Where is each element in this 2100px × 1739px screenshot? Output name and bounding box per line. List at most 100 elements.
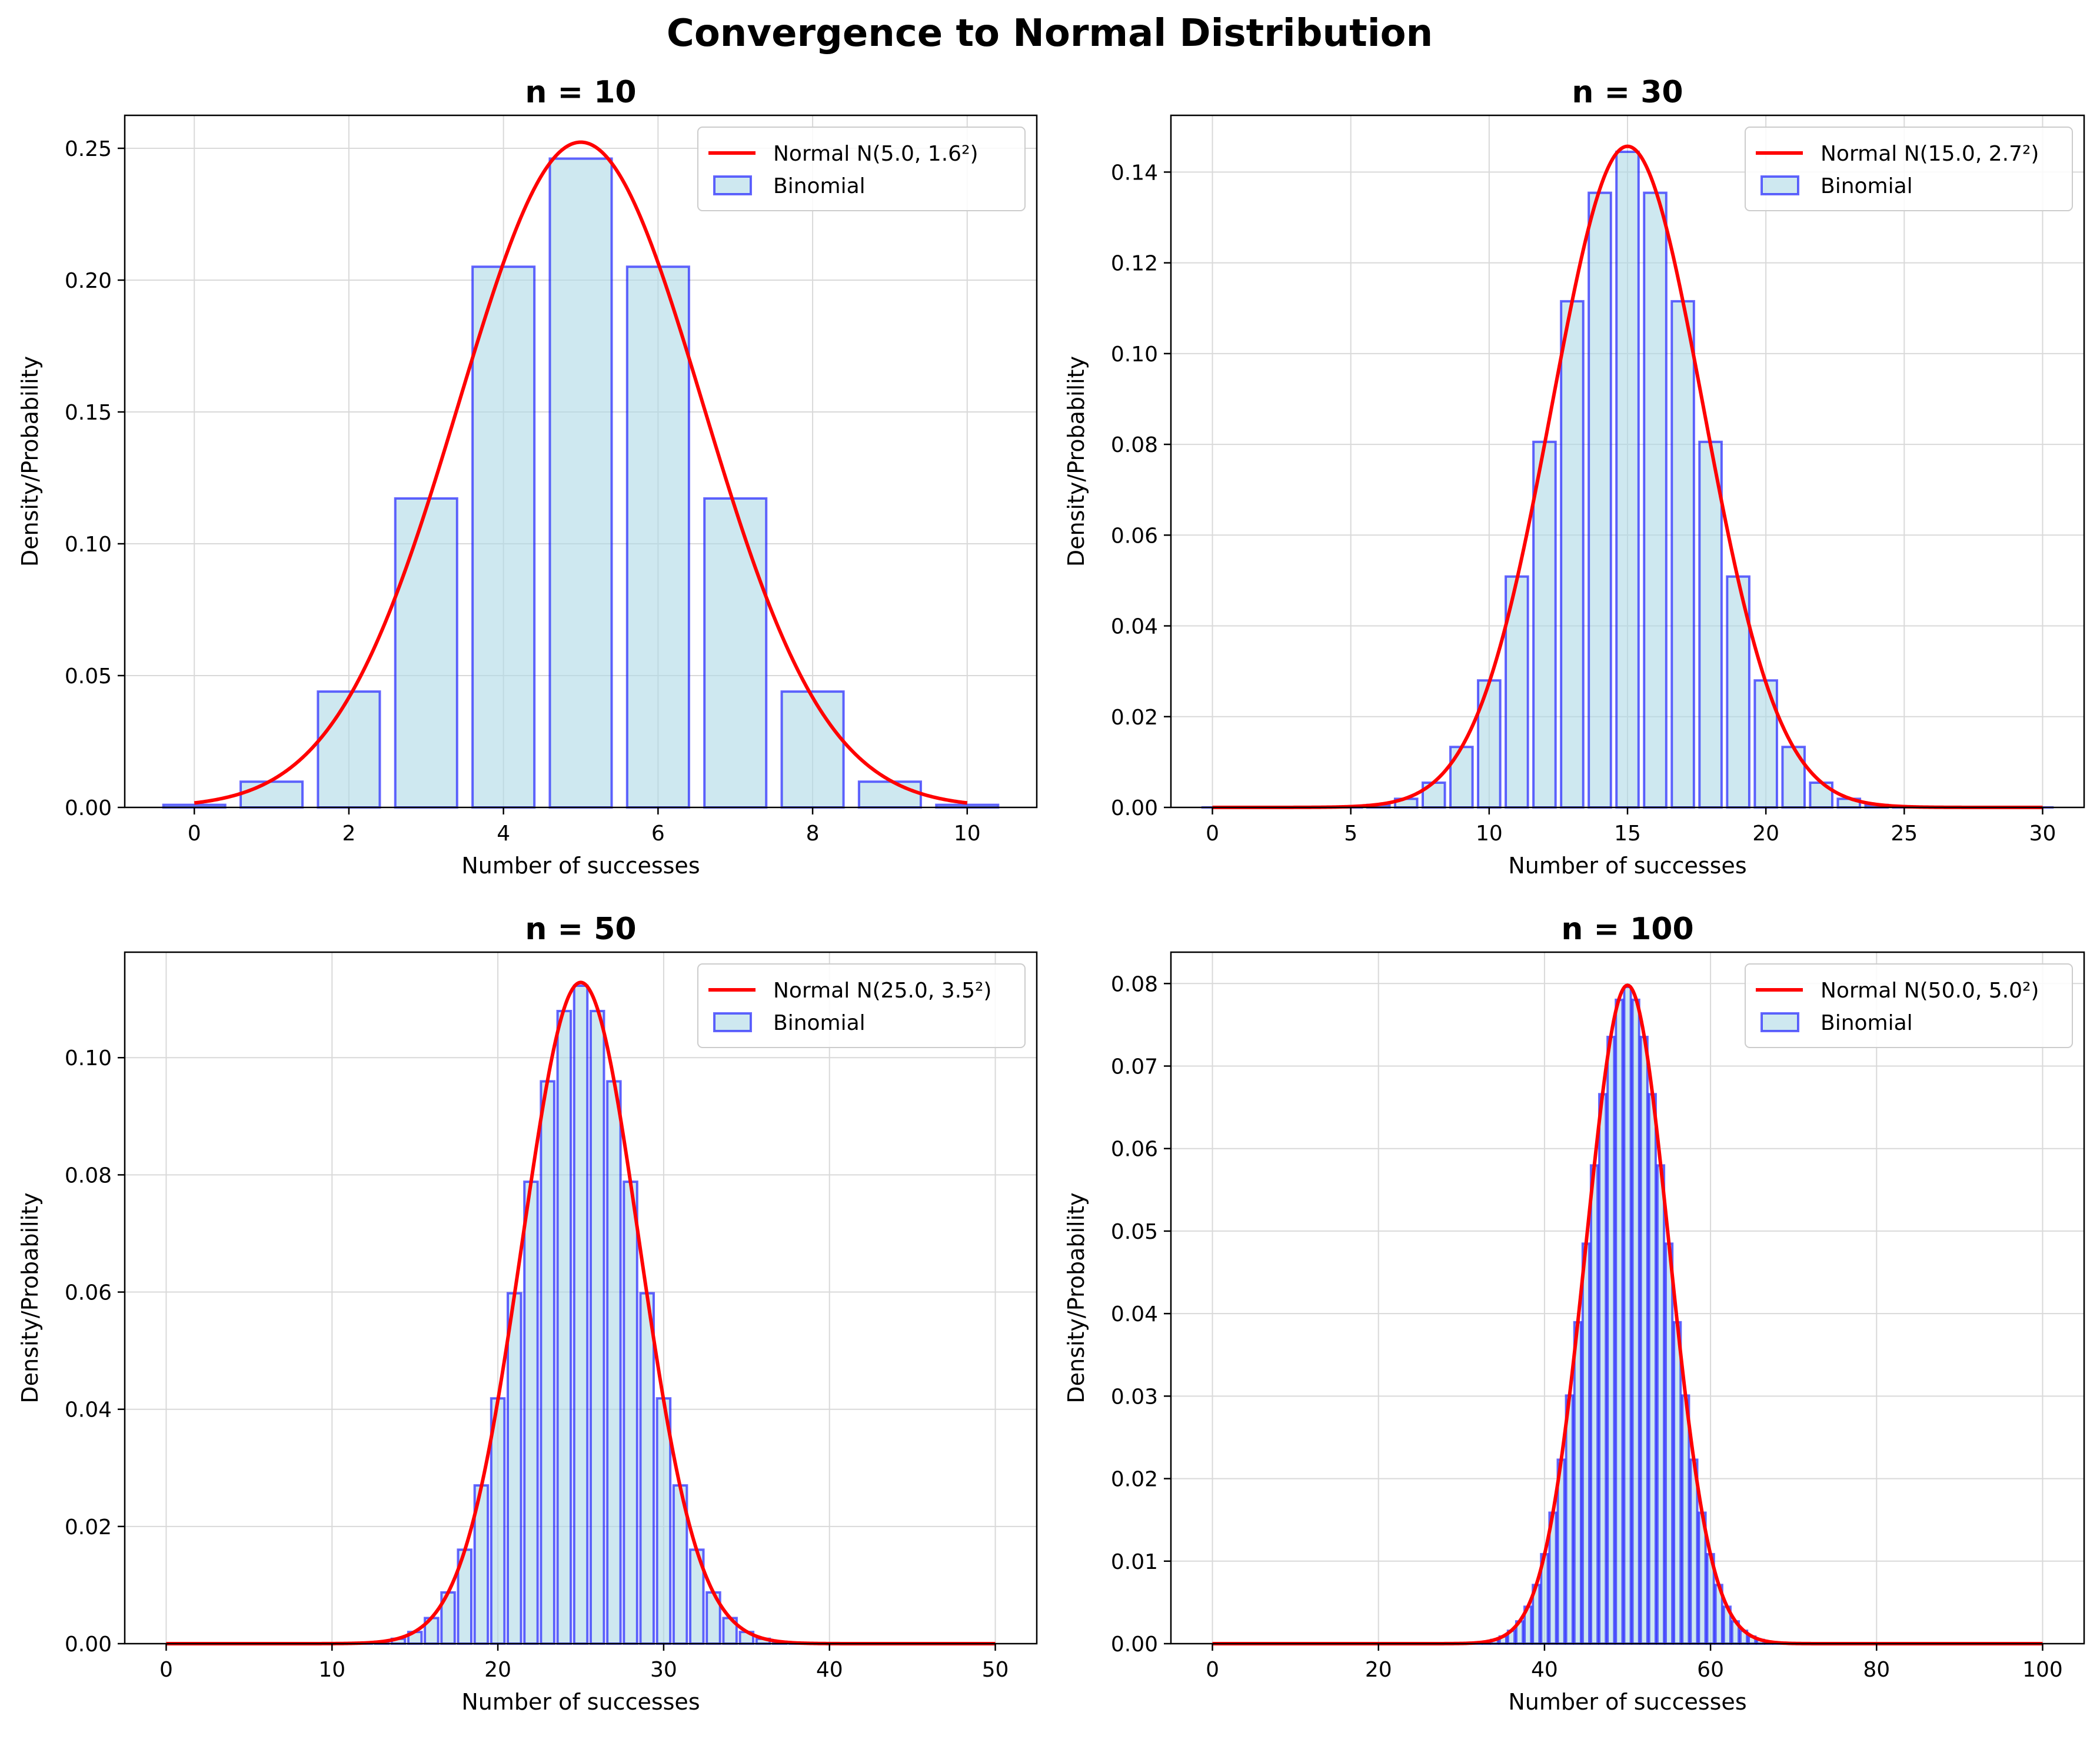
binomial-bar <box>548 157 613 809</box>
y-axis-label: Density/Probability <box>1063 1192 1089 1403</box>
chart-title: n = 30 <box>1572 75 1683 110</box>
y-tick-label: 0.05 <box>65 664 112 689</box>
x-tick-label: 6 <box>651 822 665 846</box>
legend-label-normal: Normal N(15.0, 2.7²) <box>1821 142 2039 166</box>
binomial-bar <box>471 265 536 809</box>
binomial-bar <box>1532 440 1557 809</box>
binomial-bar <box>1670 300 1695 809</box>
legend: Normal N(50.0, 5.0²) Binomial <box>1745 963 2073 1048</box>
binomial-bar <box>1781 746 1806 809</box>
x-axis-label: Number of successes <box>1508 853 1746 879</box>
binomial-bar <box>1615 998 1624 1645</box>
x-tick-label: 0 <box>188 822 201 846</box>
y-tick-label: 0.00 <box>1111 796 1158 820</box>
normal-curve <box>194 140 968 805</box>
binomial-bar <box>1698 440 1723 809</box>
y-tick-label: 0.05 <box>1111 1220 1158 1244</box>
binomial-bars <box>224 985 937 1645</box>
y-tick-label: 0.00 <box>65 796 112 820</box>
binomial-bar <box>1673 1321 1682 1645</box>
x-tick-label: 20 <box>1752 822 1779 846</box>
y-tick-label: 0.06 <box>65 1281 112 1305</box>
x-tick-label: 5 <box>1344 822 1357 846</box>
binomial-bar <box>1643 191 1668 809</box>
binomial-bar <box>394 497 458 809</box>
legend-bar-swatch <box>713 1012 752 1032</box>
binomial-bar <box>507 1292 522 1645</box>
y-tick-label: 0.10 <box>65 1046 112 1070</box>
binomial-bar <box>1581 1242 1591 1645</box>
x-tick-label: 20 <box>1365 1658 1392 1682</box>
x-tick-label: 50 <box>982 1658 1009 1682</box>
x-tick-label: 60 <box>1697 1658 1724 1682</box>
x-axis-label: Number of successes <box>1508 1689 1746 1715</box>
legend: Normal N(25.0, 3.5²) Binomial <box>697 963 1026 1048</box>
panels: 0 2 4 6 8 10 0.00 0.05 0.10 0.15 0.20 0.25 n = 10 Num… <box>17 75 2085 1715</box>
legend-label-normal: Normal N(25.0, 3.5²) <box>773 979 991 1003</box>
chart-panel-4: 0 20 40 60 80 100 0.00 0.01 0.02 0.03 0.04 0.05 0.06… <box>1063 912 2085 1715</box>
legend-label-binomial: Binomial <box>773 174 866 198</box>
binomial-bar <box>1573 1321 1582 1645</box>
binomial-bar <box>1681 1394 1690 1645</box>
legend: Normal N(5.0, 1.6²) Binomial <box>697 127 1026 211</box>
legend-label-binomial: Binomial <box>1821 174 1913 198</box>
binomial-bar <box>703 497 768 809</box>
normal-curve <box>1212 144 2044 809</box>
y-tick-label: 0.10 <box>65 533 112 557</box>
binomial-bar <box>1615 150 1640 809</box>
x-tick-label: 100 <box>2022 1658 2063 1682</box>
y-tick-label: 0.08 <box>1111 972 1158 996</box>
y-tick-label: 0.06 <box>1111 524 1158 548</box>
y-axis-label: Density/Probability <box>17 1192 43 1403</box>
binomial-bars <box>1200 150 2055 809</box>
y-tick-label: 0.04 <box>1111 615 1158 639</box>
y-tick-label: 0.04 <box>65 1398 112 1422</box>
binomial-bars <box>162 157 1000 809</box>
binomial-bar <box>523 1181 539 1645</box>
x-tick-label: 10 <box>1476 822 1503 846</box>
y-tick-label: 0.08 <box>65 1163 112 1188</box>
binomial-bar <box>589 1010 605 1645</box>
binomial-bar <box>1560 300 1585 809</box>
y-axis-label: Density/Probability <box>17 356 43 567</box>
legend-label-binomial: Binomial <box>1821 1011 1913 1035</box>
y-tick-label: 0.02 <box>65 1515 112 1540</box>
x-tick-label: 0 <box>159 1658 173 1682</box>
legend-box <box>697 127 1026 211</box>
binomial-bar <box>1664 1242 1674 1645</box>
binomial-bar <box>573 985 589 1645</box>
legend-label-normal: Normal N(50.0, 5.0²) <box>1821 979 2039 1003</box>
y-tick-label: 0.10 <box>1111 343 1158 367</box>
x-tick-label: 4 <box>497 822 510 846</box>
x-tick-label: 30 <box>650 1658 677 1682</box>
binomial-bar <box>1449 746 1474 809</box>
x-tick-label: 25 <box>1891 822 1918 846</box>
binomial-bar <box>1631 998 1640 1645</box>
legend-box <box>697 963 1026 1048</box>
legend-bar-swatch <box>1760 1012 1799 1032</box>
figure-title: Convergence to Normal Distribution <box>667 12 1433 55</box>
axes-frame <box>124 951 1038 1645</box>
axes-frame <box>1170 951 2085 1645</box>
chart-panel-1: 0 2 4 6 8 10 0.00 0.05 0.10 0.15 0.20 0.25 n = 10 Num… <box>17 75 1038 879</box>
binomial-bar <box>1565 1394 1574 1645</box>
chart-title: n = 100 <box>1561 912 1693 947</box>
chart-title: n = 10 <box>525 75 636 110</box>
binomial-bar <box>1589 1164 1599 1645</box>
y-tick-label: 0.08 <box>1111 433 1158 457</box>
legend-box <box>1745 963 2073 1048</box>
legend-label-normal: Normal N(5.0, 1.6²) <box>773 142 979 166</box>
x-tick-label: 20 <box>484 1658 511 1682</box>
binomial-bar <box>1656 1164 1666 1645</box>
y-tick-label: 0.25 <box>65 137 112 161</box>
binomial-bar <box>639 1292 655 1645</box>
binomial-bar <box>1648 1093 1657 1645</box>
binomial-bar <box>1606 1036 1616 1645</box>
y-tick-label: 0.12 <box>1111 252 1158 276</box>
y-tick-label: 0.15 <box>65 401 112 425</box>
y-tick-label: 0.03 <box>1111 1385 1158 1409</box>
x-tick-label: 80 <box>1863 1658 1890 1682</box>
legend-bar-swatch <box>1760 175 1799 195</box>
binomial-bar <box>606 1080 622 1645</box>
x-tick-label: 40 <box>816 1658 843 1682</box>
